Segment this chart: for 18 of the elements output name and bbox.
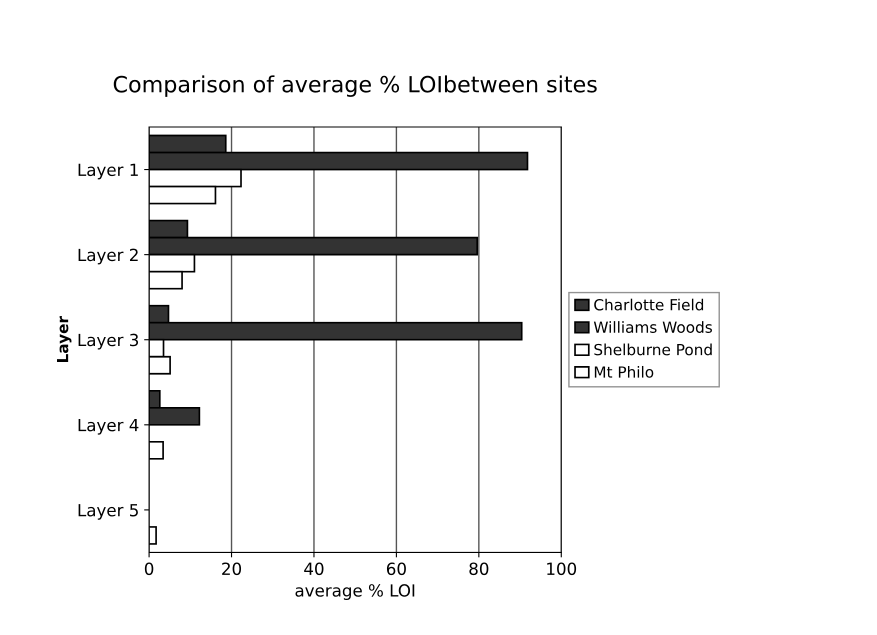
y-tick-label: Layer 5 <box>78 504 138 520</box>
legend-label: Charlotte Field <box>594 298 704 311</box>
x-axis-title: average % LOI <box>295 584 414 600</box>
legend-label: Mt Philo <box>594 366 654 378</box>
x-tick-label: 100 <box>547 562 576 576</box>
y-tick-label: Layer 3 <box>78 334 138 350</box>
x-tick-label: 20 <box>222 562 242 576</box>
legend-label: Shelburne Pond <box>594 344 712 356</box>
chart-title: Comparison of average % LOIbetween sites <box>114 75 597 97</box>
x-tick-label: 80 <box>469 562 488 576</box>
y-tick-label: Layer 4 <box>78 418 138 435</box>
y-tick-label: Layer 1 <box>78 164 138 180</box>
y-axis-title: Layer <box>57 316 72 362</box>
legend-label: Williams Woods <box>594 321 712 333</box>
x-tick-label: 60 <box>386 562 406 576</box>
x-tick-label: 0 <box>144 562 154 576</box>
x-tick-label: 40 <box>304 562 324 576</box>
y-tick-label: Layer 2 <box>78 248 138 264</box>
